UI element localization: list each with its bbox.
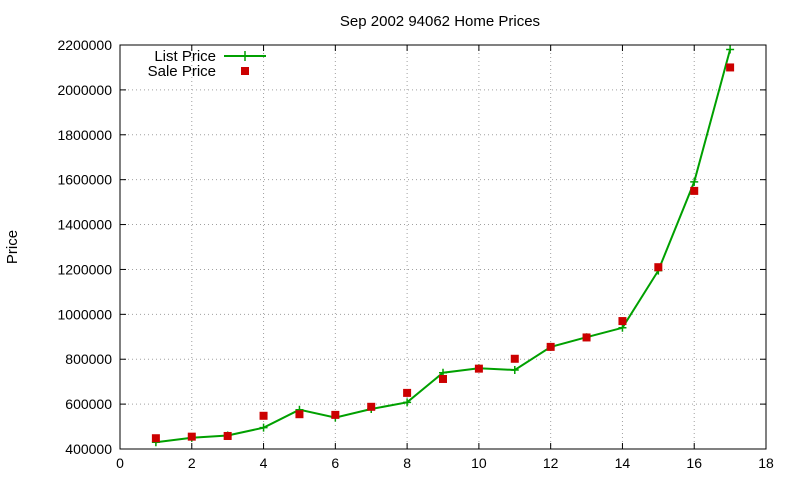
legend: List Price Sale Price [148, 48, 266, 80]
list-price-point [510, 365, 519, 374]
list-price-line [155, 49, 732, 444]
list-price-point [259, 423, 268, 432]
list-price-point [403, 398, 412, 407]
list-price-point [618, 323, 627, 332]
sale-price-point [403, 388, 412, 397]
plot-series [151, 45, 735, 447]
sale-price-point [546, 342, 555, 351]
y-axis-title: Price [4, 230, 21, 264]
y-tick-label: 800000 [65, 351, 112, 367]
x-tick-label: 4 [260, 455, 268, 471]
x-tick-label: 0 [116, 455, 124, 471]
legend-label-list-price: List Price [154, 48, 216, 65]
list-price-point [726, 45, 735, 54]
sale-price-point [223, 431, 232, 440]
grid [120, 45, 766, 449]
x-tick-label: 16 [686, 455, 702, 471]
plot-frame [119, 44, 767, 450]
sale-price-point [510, 354, 519, 363]
x-tick-label: 12 [543, 455, 559, 471]
y-axis-ticks: 400000 600000 800000 1000000 1200000 1400000 1… [57, 37, 766, 457]
sale-price-point [726, 63, 735, 72]
x-tick-label: 6 [331, 455, 339, 471]
y-tick-label: 1800000 [57, 127, 112, 143]
x-axis-ticks: 0 2 4 6 8 10 12 14 16 18 [116, 45, 774, 471]
y-tick-label: 2000000 [57, 82, 112, 98]
x-tick-label: 18 [758, 455, 774, 471]
sale-price-point [618, 317, 627, 326]
legend-label-sale-price: Sale Price [148, 63, 216, 80]
x-tick-label: 8 [403, 455, 411, 471]
y-tick-label: 1200000 [57, 261, 112, 277]
sale-price-point [690, 186, 699, 195]
y-tick-label: 600000 [65, 396, 112, 412]
list-price-point [690, 177, 699, 186]
sale-price-point [582, 333, 591, 342]
x-tick-label: 14 [615, 455, 631, 471]
y-tick-label: 1600000 [57, 172, 112, 188]
y-tick-label: 2200000 [57, 37, 112, 53]
sale-price-point [295, 410, 304, 419]
sale-price-point [439, 374, 447, 383]
y-tick-label: 400000 [65, 441, 112, 457]
y-tick-label: 1400000 [57, 217, 112, 233]
chart-title: Sep 2002 94062 Home Prices [340, 13, 540, 30]
sale-price-point [151, 434, 160, 443]
sale-price-point [187, 432, 196, 441]
sale-price-point [331, 410, 340, 419]
sale-price-point [474, 364, 483, 373]
x-tick-label: 10 [471, 455, 487, 471]
x-tick-label: 2 [188, 455, 196, 471]
legend-marker-sale-price [241, 67, 249, 75]
y-tick-label: 1000000 [57, 306, 112, 322]
sale-price-point [259, 411, 268, 420]
legend-marker-list-price [240, 51, 250, 61]
sale-price-point [654, 263, 663, 272]
sale-price-point [367, 402, 376, 411]
